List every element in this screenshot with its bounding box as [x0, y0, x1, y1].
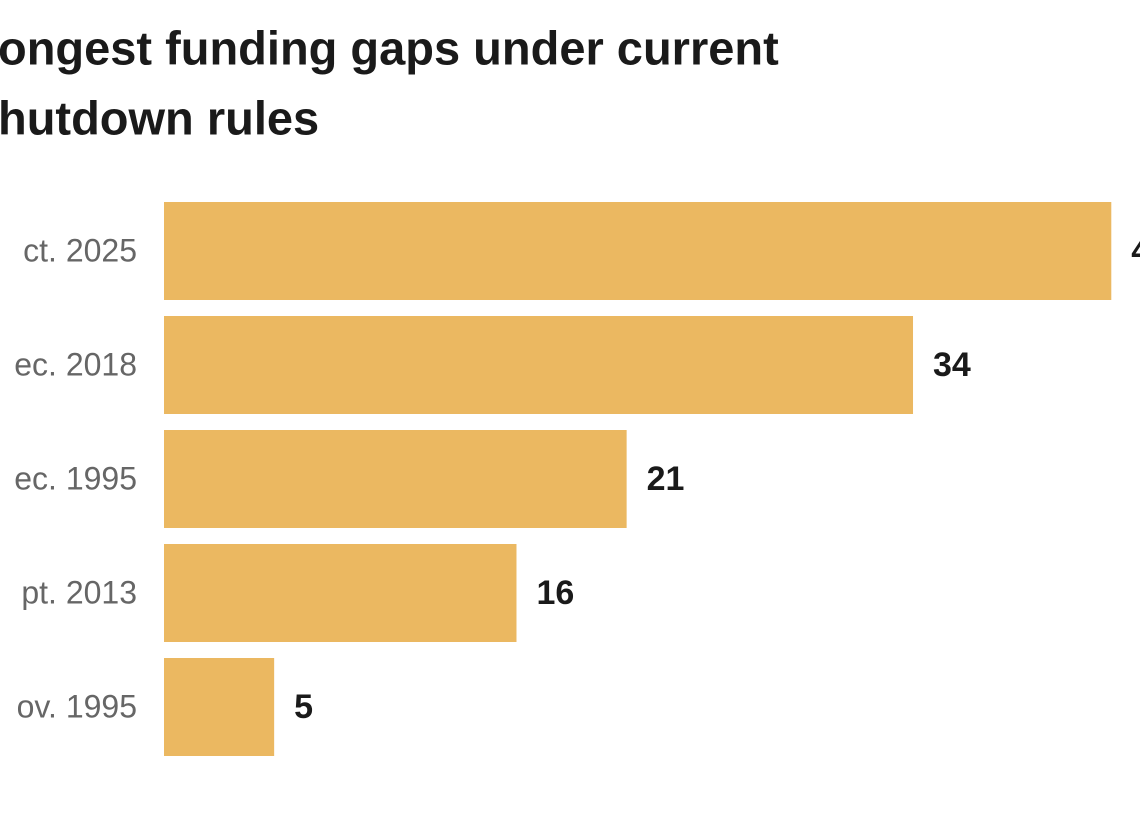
bar — [164, 658, 275, 756]
category-label: ct. 2025 — [23, 232, 137, 268]
category-label: ov. 1995 — [17, 688, 137, 724]
bar — [164, 316, 914, 414]
value-label: 16 — [536, 574, 574, 612]
bar — [164, 430, 627, 528]
value-label: 43 — [1131, 232, 1140, 270]
value-label: 34 — [933, 346, 971, 384]
value-label: 21 — [647, 460, 685, 498]
category-label: ec. 2018 — [14, 346, 137, 382]
value-label: 5 — [294, 688, 313, 726]
bar — [164, 544, 517, 642]
chart-title: ongest funding gaps under current — [0, 21, 779, 74]
bar — [164, 202, 1112, 300]
category-label: pt. 2013 — [21, 574, 137, 610]
category-label: ec. 1995 — [14, 460, 137, 496]
chart-title: hutdown rules — [0, 91, 319, 144]
